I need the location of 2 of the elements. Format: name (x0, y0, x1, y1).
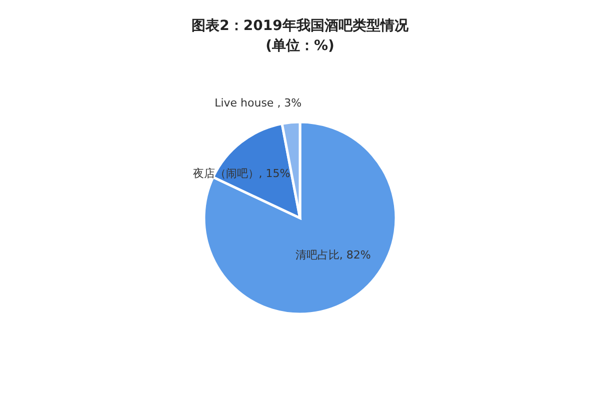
title: 图表2：2019年我国酒吧类型情况 (192, 18, 408, 34)
subtitle: (单位：%) (266, 38, 334, 54)
